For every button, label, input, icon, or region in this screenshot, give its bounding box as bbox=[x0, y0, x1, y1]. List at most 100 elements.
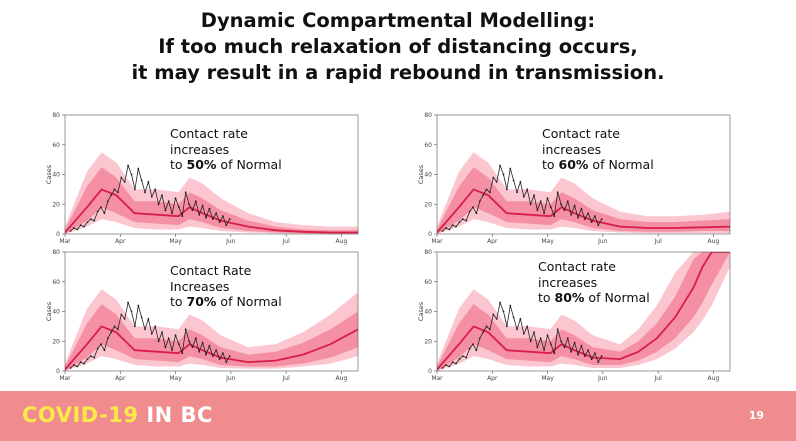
annotation-line-1: Contact rate bbox=[542, 126, 620, 141]
observed-point bbox=[103, 349, 106, 352]
x-tick-label: Mar bbox=[59, 238, 71, 245]
observed-point bbox=[140, 179, 143, 182]
chart-panel-80pct: 0 20 40 60 80 Mar Apr May Jun Jul Aug Cases Contact… bbox=[412, 247, 742, 382]
observed-point bbox=[533, 331, 535, 334]
median-line bbox=[437, 252, 730, 371]
observed-point bbox=[205, 353, 207, 356]
observed-point bbox=[485, 325, 488, 328]
observed-point bbox=[536, 346, 539, 349]
observed-point bbox=[583, 355, 586, 357]
observed-point bbox=[543, 212, 545, 215]
y-tick-label: 20 bbox=[424, 201, 432, 208]
annotation-prefix: to bbox=[538, 290, 555, 305]
y-tick-label: 60 bbox=[52, 142, 60, 149]
observed-point bbox=[536, 209, 539, 212]
observed-point bbox=[161, 331, 163, 334]
y-tick-label: 0 bbox=[56, 231, 60, 238]
observed-point bbox=[445, 227, 447, 229]
observed-point bbox=[96, 210, 99, 213]
observed-point bbox=[157, 340, 160, 343]
observed-point bbox=[106, 200, 109, 203]
chart-panel-60pct: 0 20 40 60 80 Mar Apr May Jun Jul Aug Cases Contact… bbox=[412, 110, 742, 245]
observed-point bbox=[451, 224, 454, 226]
annotation-prefix: to bbox=[542, 157, 559, 172]
observed-point bbox=[478, 337, 481, 340]
observed-point bbox=[123, 181, 126, 183]
observed-point bbox=[198, 213, 201, 216]
observed-point bbox=[73, 227, 75, 229]
observed-point bbox=[174, 197, 177, 200]
y-tick-label: 0 bbox=[56, 368, 60, 375]
observed-point bbox=[167, 337, 170, 340]
observed-point bbox=[198, 350, 201, 353]
brand-part-1: COVID-19 bbox=[22, 403, 139, 427]
observed-point bbox=[208, 344, 211, 347]
observed-point bbox=[573, 204, 576, 207]
x-tick-label: Mar bbox=[59, 375, 71, 382]
observed-point bbox=[205, 216, 207, 219]
observed-point bbox=[225, 224, 228, 226]
chart-annotation: Contact rate increases to 50% of Normal bbox=[170, 126, 282, 173]
annotation-suffix: of Normal bbox=[588, 157, 654, 172]
x-tick-label: May bbox=[169, 375, 182, 382]
observed-point bbox=[181, 215, 184, 218]
observed-point bbox=[506, 325, 508, 328]
observed-point bbox=[76, 365, 79, 368]
observed-point bbox=[89, 355, 92, 357]
observed-point bbox=[597, 224, 600, 226]
observed-point bbox=[69, 367, 72, 369]
observed-point bbox=[222, 215, 224, 218]
observed-point bbox=[79, 224, 82, 226]
observed-point bbox=[171, 212, 174, 215]
chart-annotation: Contact Rate Increases to 70% of Normal bbox=[170, 263, 282, 310]
annotation-line-3: to 50% of Normal bbox=[170, 157, 282, 173]
annotation-suffix: of Normal bbox=[216, 157, 282, 172]
observed-point bbox=[89, 218, 92, 220]
y-axis-label: Cases bbox=[417, 164, 425, 184]
observed-point bbox=[113, 325, 116, 328]
observed-point bbox=[553, 352, 556, 355]
chart-panel-70pct: 0 20 40 60 80 Mar Apr May Jun Jul Aug Cases Contact… bbox=[40, 247, 370, 382]
observed-point bbox=[448, 365, 451, 368]
observed-point bbox=[597, 361, 600, 363]
observed-point bbox=[184, 191, 187, 194]
observed-point bbox=[566, 337, 569, 340]
annotation-suffix: of Normal bbox=[584, 290, 650, 305]
annotation-line-1: Contact rate bbox=[170, 126, 248, 141]
observed-point bbox=[150, 195, 153, 198]
observed-point bbox=[590, 221, 593, 223]
observed-point bbox=[472, 206, 474, 209]
observed-point bbox=[69, 230, 72, 232]
observed-point bbox=[96, 347, 99, 350]
inner-uncertainty-band bbox=[65, 304, 358, 371]
x-tick-label: Apr bbox=[487, 375, 498, 382]
x-tick-label: Jul bbox=[654, 375, 663, 382]
observed-point bbox=[441, 367, 444, 369]
observed-point bbox=[550, 206, 552, 209]
observed-point bbox=[110, 331, 112, 334]
observed-point bbox=[482, 194, 484, 197]
observed-cases-line bbox=[442, 164, 603, 232]
title-line-3: it may result in a rapid rebound in tran… bbox=[131, 61, 665, 84]
x-tick-label: Apr bbox=[487, 238, 498, 245]
observed-point bbox=[526, 325, 529, 328]
y-tick-label: 80 bbox=[52, 112, 60, 119]
x-tick-label: Apr bbox=[115, 375, 126, 382]
observed-point bbox=[590, 358, 593, 360]
observed-point bbox=[600, 218, 603, 220]
observed-point bbox=[191, 346, 194, 349]
observed-point bbox=[594, 352, 596, 355]
observed-point bbox=[495, 318, 498, 320]
x-tick-label: May bbox=[541, 375, 554, 382]
observed-point bbox=[485, 188, 488, 191]
observed-point bbox=[495, 181, 498, 183]
observed-point bbox=[103, 212, 106, 215]
observed-point bbox=[157, 203, 160, 206]
y-tick-label: 40 bbox=[52, 172, 60, 179]
y-tick-label: 80 bbox=[424, 112, 432, 119]
observed-point bbox=[472, 343, 474, 346]
observed-point bbox=[215, 349, 218, 352]
observed-point bbox=[516, 328, 518, 331]
y-axis-label: Cases bbox=[45, 301, 53, 321]
x-tick-label: Jul bbox=[282, 238, 291, 245]
